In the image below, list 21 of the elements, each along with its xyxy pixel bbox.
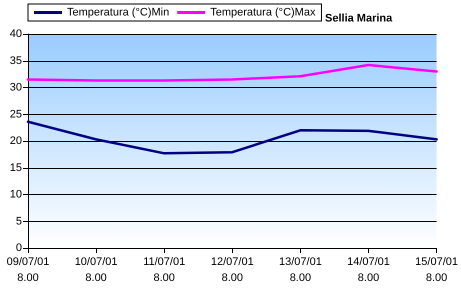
y-tick-label: 40 <box>10 28 22 40</box>
y-tick-label: 5 <box>16 215 22 228</box>
x-tick-label: 11/07/01 8.00 <box>143 256 186 284</box>
y-tick-label: 20 <box>10 135 22 147</box>
line-series <box>26 64 438 82</box>
legend-label: Temperatura (°C)Min <box>67 6 170 18</box>
chart-title: Sellia Marina <box>325 12 394 24</box>
line-series <box>26 120 438 155</box>
y-tick-label: 15 <box>10 162 22 174</box>
y-tick-label: 10 <box>10 188 22 200</box>
x-tick-label: 12/07/01 8.00 <box>210 256 254 284</box>
x-tick-label: 09/07/01 8.00 <box>6 256 50 284</box>
y-tick-label: 35 <box>10 54 22 67</box>
x-tick-label: 10/07/01 8.00 <box>74 256 118 284</box>
y-tick-label: 25 <box>10 108 22 120</box>
y-tick-label: 30 <box>10 82 22 94</box>
x-tick-label: 15/07/01 8.00 <box>415 256 458 284</box>
legend-label: Temperatura (°C)Max <box>210 6 316 18</box>
x-tick-label: 14/07/01 8.00 <box>347 256 390 284</box>
x-tick-label: 13/07/01 8.00 <box>278 256 322 284</box>
y-tick-label: 0 <box>16 242 22 254</box>
